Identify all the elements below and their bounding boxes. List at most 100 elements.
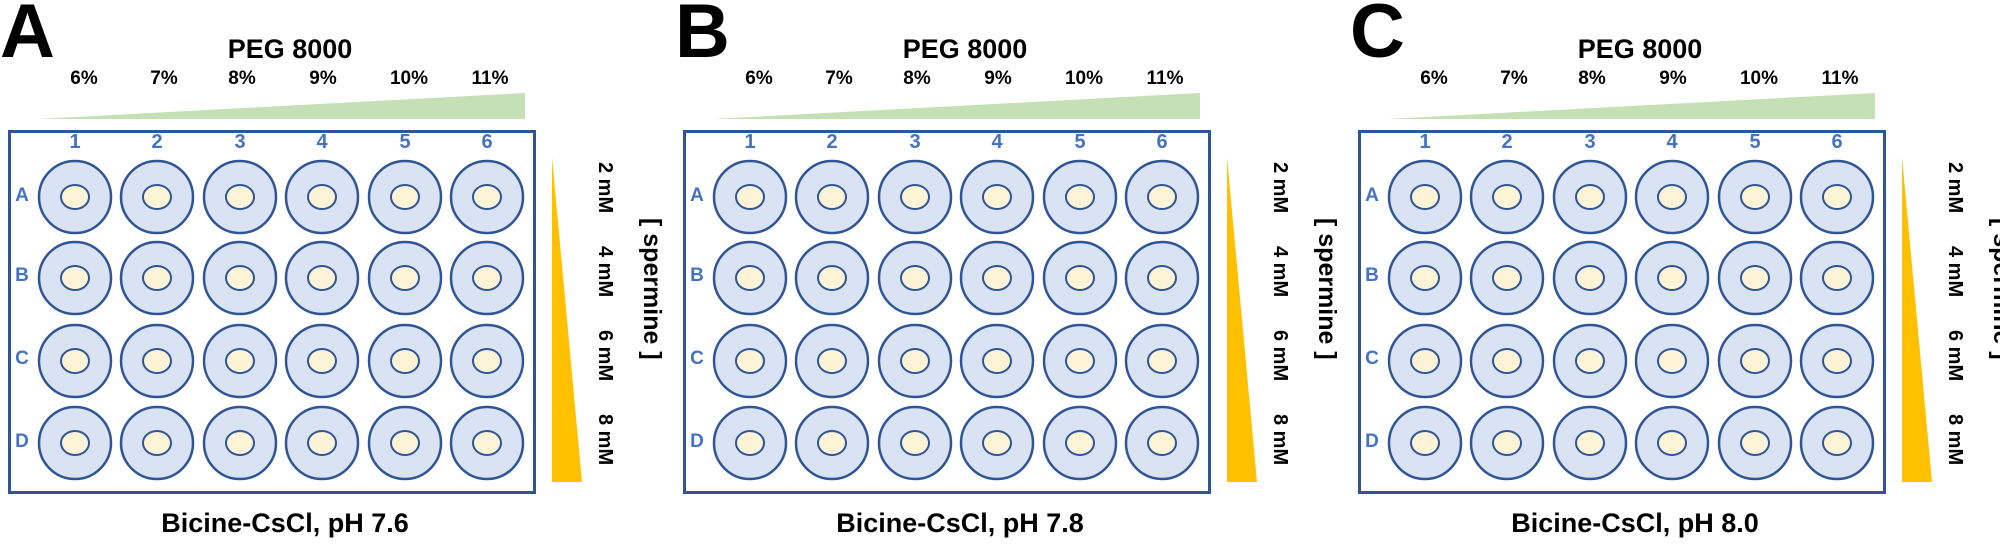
peg-percent-6: 11% xyxy=(1146,68,1184,89)
drop-c5 xyxy=(1065,348,1095,374)
drop-d4 xyxy=(307,430,337,456)
column-number-1: 1 xyxy=(69,131,81,153)
drop-c3 xyxy=(1575,348,1605,374)
column-number-5: 5 xyxy=(399,131,411,153)
well-plate xyxy=(683,130,1211,494)
drop-c6 xyxy=(1147,348,1177,374)
drop-a3 xyxy=(225,184,255,210)
drop-d5 xyxy=(390,430,420,456)
drop-a4 xyxy=(982,184,1012,210)
drop-d4 xyxy=(982,430,1012,456)
drop-a2 xyxy=(142,184,172,210)
row-letter-c: C xyxy=(690,348,704,369)
drop-b4 xyxy=(1657,265,1687,291)
drop-b1 xyxy=(1410,265,1440,291)
peg-percent-5: 10% xyxy=(1064,68,1104,89)
peg-percent-5: 10% xyxy=(1739,68,1779,89)
spermine-gradient-wedge xyxy=(552,157,582,482)
peg-percent-5: 10% xyxy=(389,68,429,89)
drop-b3 xyxy=(225,265,255,291)
drop-c2 xyxy=(1492,348,1522,374)
spermine-conc-4mm: 4 mM xyxy=(1269,246,1291,298)
peg-percent-4: 9% xyxy=(984,68,1012,89)
drop-c3 xyxy=(225,348,255,374)
panel-b-graphics xyxy=(712,93,1257,482)
well-grid xyxy=(1387,159,1875,481)
peg-percent-3: 8% xyxy=(1578,68,1606,89)
row-letter-d: D xyxy=(15,431,29,452)
spermine-conc-8mm: 8 mM xyxy=(1269,414,1291,466)
well-plate xyxy=(1358,130,1886,494)
drop-d2 xyxy=(142,430,172,456)
drop-c6 xyxy=(1822,348,1852,374)
drop-c5 xyxy=(390,348,420,374)
drop-a2 xyxy=(817,184,847,210)
drop-b6 xyxy=(472,265,502,291)
spermine-label: [ spermine ] xyxy=(1988,218,2000,360)
drop-b6 xyxy=(1147,265,1177,291)
drop-b4 xyxy=(982,265,1012,291)
drop-d2 xyxy=(817,430,847,456)
drop-a6 xyxy=(1822,184,1852,210)
row-letter-b: B xyxy=(1365,265,1379,286)
peg-percent-1: 6% xyxy=(70,68,98,89)
drop-a4 xyxy=(307,184,337,210)
peg-gradient-wedge xyxy=(713,93,1200,119)
drop-b2 xyxy=(142,265,172,291)
drop-c4 xyxy=(1657,348,1687,374)
drop-a6 xyxy=(472,184,502,210)
peg-percent-6: 11% xyxy=(471,68,509,89)
peg-label: PEG 8000 xyxy=(902,34,1028,64)
peg-label: PEG 8000 xyxy=(227,34,353,64)
peg-percent-2: 7% xyxy=(825,68,853,89)
drop-c2 xyxy=(817,348,847,374)
drop-c1 xyxy=(1410,348,1440,374)
column-number-4: 4 xyxy=(316,131,328,153)
spermine-conc-2mm: 2 mM xyxy=(594,162,616,214)
peg-gradient-wedge xyxy=(38,93,525,119)
column-number-5: 5 xyxy=(1749,131,1761,153)
column-number-1: 1 xyxy=(744,131,756,153)
spermine-conc-4mm: 4 mM xyxy=(594,246,616,298)
spermine-label: [ spermine ] xyxy=(638,218,666,360)
drop-d5 xyxy=(1065,430,1095,456)
drop-a5 xyxy=(1740,184,1770,210)
drop-c2 xyxy=(142,348,172,374)
spermine-conc-8mm: 8 mM xyxy=(594,414,616,466)
drop-b3 xyxy=(900,265,930,291)
drop-a5 xyxy=(390,184,420,210)
drop-a4 xyxy=(1657,184,1687,210)
well-grid xyxy=(37,159,525,481)
column-number-6: 6 xyxy=(481,131,493,153)
panel-c: C PEG 8000 6% 7% 8% 9% 10% 11% 1 2 3 4 5… xyxy=(1350,0,2000,544)
condition-label: Bicine-CsCl, pH 7.8 xyxy=(836,508,1084,538)
column-number-6: 6 xyxy=(1156,131,1168,153)
drop-a1 xyxy=(60,184,90,210)
column-number-5: 5 xyxy=(1074,131,1086,153)
panel-letter: B xyxy=(675,0,730,74)
row-letter-b: B xyxy=(690,265,704,286)
peg-percent-1: 6% xyxy=(1420,68,1448,89)
peg-percent-6: 11% xyxy=(1821,68,1859,89)
drop-c1 xyxy=(735,348,765,374)
drop-b4 xyxy=(307,265,337,291)
spermine-conc-4mm: 4 mM xyxy=(1944,246,1966,298)
column-number-3: 3 xyxy=(1584,131,1596,153)
column-number-3: 3 xyxy=(234,131,246,153)
column-number-4: 4 xyxy=(1666,131,1678,153)
drop-d3 xyxy=(900,430,930,456)
drop-b5 xyxy=(390,265,420,291)
row-letter-c: C xyxy=(15,348,29,369)
row-letter-b: B xyxy=(15,265,29,286)
drop-d3 xyxy=(225,430,255,456)
row-letter-d: D xyxy=(690,431,704,452)
drop-a1 xyxy=(735,184,765,210)
drop-a3 xyxy=(1575,184,1605,210)
column-number-1: 1 xyxy=(1419,131,1431,153)
column-number-6: 6 xyxy=(1831,131,1843,153)
row-letter-a: A xyxy=(690,185,704,206)
drop-a6 xyxy=(1147,184,1177,210)
well-plate xyxy=(8,130,536,494)
column-number-4: 4 xyxy=(991,131,1003,153)
peg-label: PEG 8000 xyxy=(1577,34,1703,64)
